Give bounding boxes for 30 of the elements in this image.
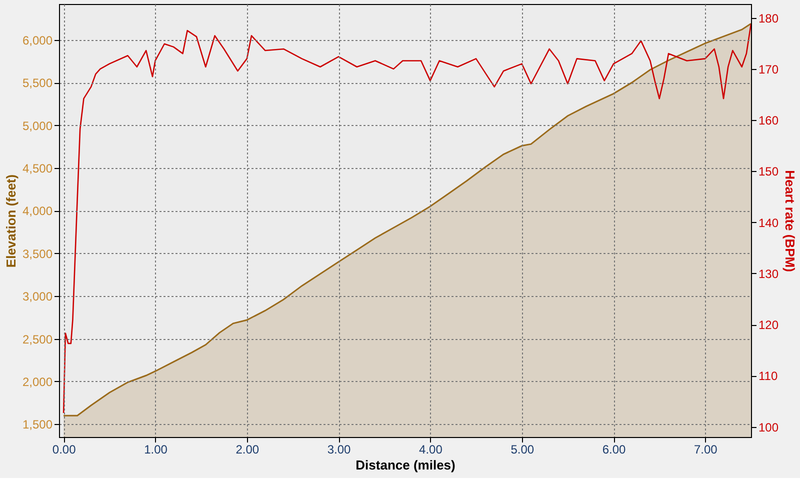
y-tick-label: 3,500	[22, 246, 53, 261]
y2-tick-label: 120	[758, 318, 779, 332]
y2-tick-label: 180	[758, 11, 779, 26]
x-tick-label: 6.00	[602, 442, 626, 456]
y-tick-label: 4,500	[22, 161, 53, 176]
y2-tick-label: 140	[758, 216, 779, 230]
y-tick-label: 2,000	[22, 374, 53, 389]
x-tick-label: 4.00	[419, 442, 443, 456]
y-tick-label: 2,500	[22, 332, 53, 346]
y2-axis-title: Heart rate (BPM)	[782, 170, 798, 272]
x-tick-label: 5.00	[510, 442, 534, 456]
x-tick-label: 0.00	[52, 442, 76, 456]
y2-tick-label: 170	[758, 62, 779, 76]
y-tick-label: 1,500	[22, 418, 53, 432]
y-axis-title: Elevation (feet)	[3, 174, 18, 268]
y-tick-label: 6,000	[22, 33, 53, 48]
x-axis-title: Distance (miles)	[356, 458, 456, 472]
y-tick-label: 4,000	[22, 204, 53, 218]
x-tick-label: 1.00	[144, 442, 168, 456]
y2-tick-label: 110	[758, 369, 778, 384]
y2-tick-label: 150	[758, 164, 779, 179]
y2-tick-label: 100	[758, 420, 779, 434]
y-tick-label: 5,500	[22, 76, 53, 90]
y-tick-label: 5,000	[22, 118, 53, 133]
x-tick-label: 3.00	[327, 442, 352, 456]
y2-tick-label: 130	[758, 266, 779, 281]
x-tick-label: 7.00	[694, 442, 718, 456]
x-tick-label: 2.00	[236, 442, 260, 456]
y-tick-label: 3,000	[22, 290, 53, 304]
y2-tick-label: 160	[758, 114, 779, 128]
